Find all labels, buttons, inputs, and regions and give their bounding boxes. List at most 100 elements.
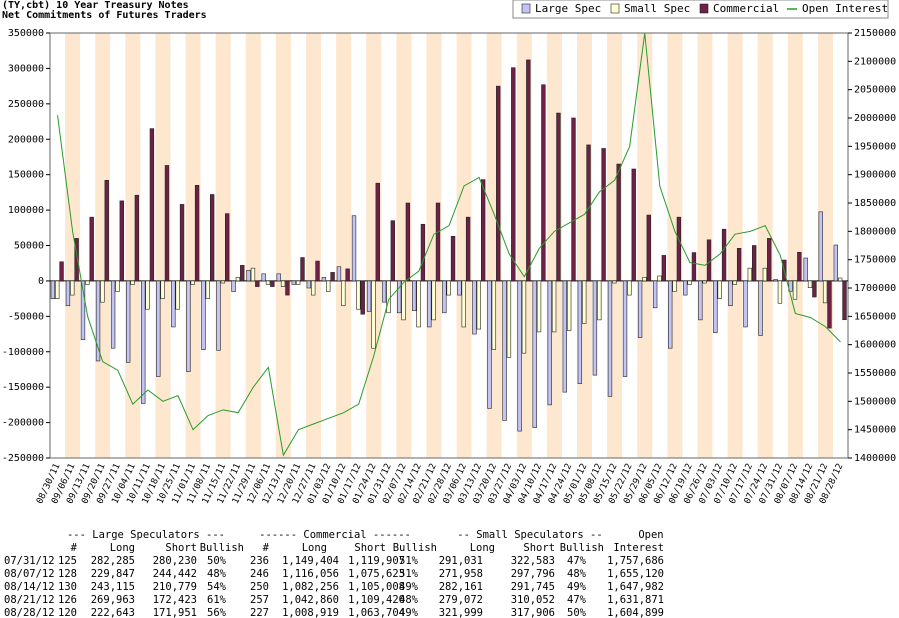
bar	[276, 273, 281, 282]
legend-label: Commercial	[713, 2, 779, 15]
y-tick-label: -100000	[2, 347, 44, 358]
y-tick-label: 0	[38, 276, 44, 287]
bar	[571, 117, 576, 282]
bar	[164, 165, 170, 282]
bar	[300, 257, 305, 282]
bar	[160, 280, 165, 299]
band	[275, 33, 291, 458]
bar	[607, 280, 613, 397]
y2-tick-label: 2000000	[854, 113, 896, 124]
bar	[687, 280, 692, 285]
y2-tick-label: 1850000	[854, 198, 896, 209]
bar	[205, 280, 210, 299]
bar	[240, 265, 245, 282]
bar	[842, 280, 847, 321]
table-cell: 126	[58, 594, 77, 606]
bar	[818, 211, 823, 282]
bar	[427, 280, 432, 328]
bar	[506, 280, 512, 358]
bar	[85, 280, 90, 285]
bar	[807, 280, 813, 289]
table-cell: 269,963	[91, 594, 135, 606]
table-cell: 321,999	[439, 607, 483, 618]
bar	[386, 280, 391, 314]
table-cell: 1,647,982	[607, 581, 664, 593]
bar	[502, 280, 507, 421]
line	[57, 32, 841, 457]
table-cell: 51%	[399, 568, 419, 580]
bar	[405, 202, 411, 282]
bar	[371, 280, 376, 349]
bar	[532, 280, 537, 428]
table-cell: 310,052	[511, 594, 555, 606]
table-cell: 47%	[567, 555, 587, 567]
bar	[209, 194, 215, 282]
bar	[201, 280, 206, 350]
bar	[295, 280, 301, 285]
bar	[156, 280, 161, 377]
chart-subtitle: Net Commitments of Futures Traders	[2, 9, 207, 21]
bar	[366, 280, 372, 312]
bar	[261, 273, 266, 282]
bar	[732, 280, 737, 285]
table-cell: 1,105,008	[348, 581, 405, 593]
y2-tick-label: 1450000	[854, 425, 896, 436]
table-group: Open	[638, 529, 663, 541]
table-cell: 49%	[399, 607, 419, 618]
bar	[736, 248, 742, 282]
bar	[562, 280, 567, 393]
table-cell: 1,604,899	[607, 607, 664, 618]
band	[667, 33, 683, 458]
table-cell: 279,072	[439, 594, 483, 606]
table-cell: 291,031	[439, 555, 483, 567]
table-cell: 50%	[207, 555, 227, 567]
bar	[642, 277, 647, 282]
bar	[511, 67, 516, 282]
y2-tick-label: 1700000	[854, 283, 896, 294]
bar	[668, 280, 673, 349]
bar	[321, 277, 327, 282]
bar	[216, 280, 221, 351]
table-cell: 229,847	[91, 568, 135, 580]
bar	[246, 269, 251, 282]
table-header: Short	[523, 542, 555, 554]
bar	[577, 280, 583, 384]
bar	[190, 280, 195, 285]
bar	[827, 280, 832, 329]
band	[697, 33, 713, 458]
bar	[752, 245, 757, 282]
table-cell: 250	[250, 581, 269, 593]
bar	[186, 280, 191, 372]
y-tick-label: 300000	[8, 63, 44, 74]
bar	[472, 280, 477, 335]
bar	[435, 202, 441, 282]
table-cell: 1,063,704	[348, 607, 405, 618]
table-cell: 130	[58, 581, 77, 593]
table-cell: 244,442	[153, 568, 197, 580]
y2-tick-label: 1600000	[854, 340, 896, 351]
bar	[55, 280, 60, 299]
legend-label: Small Spec	[624, 2, 690, 15]
table-cell: 54%	[207, 581, 227, 593]
bar	[556, 112, 561, 282]
legend-swatch	[610, 3, 620, 14]
table-header: Short	[165, 542, 197, 554]
table-cell: 210,779	[153, 581, 197, 593]
table-cell: 1,631,871	[607, 594, 664, 606]
table-cell: 1,008,919	[282, 607, 339, 618]
bar	[637, 280, 643, 338]
table-header: Bullish	[200, 542, 244, 554]
y-tick-label: 250000	[8, 99, 44, 110]
band	[727, 33, 743, 458]
bar	[541, 84, 546, 282]
bar	[627, 280, 632, 296]
bar	[747, 267, 753, 282]
bar	[130, 280, 135, 285]
bar	[280, 280, 286, 287]
table-cell: 48%	[399, 594, 419, 606]
bar	[220, 280, 226, 284]
table-cell: 282,285	[91, 555, 135, 567]
bar	[70, 280, 75, 296]
legend-label: Large Spec	[535, 2, 601, 15]
